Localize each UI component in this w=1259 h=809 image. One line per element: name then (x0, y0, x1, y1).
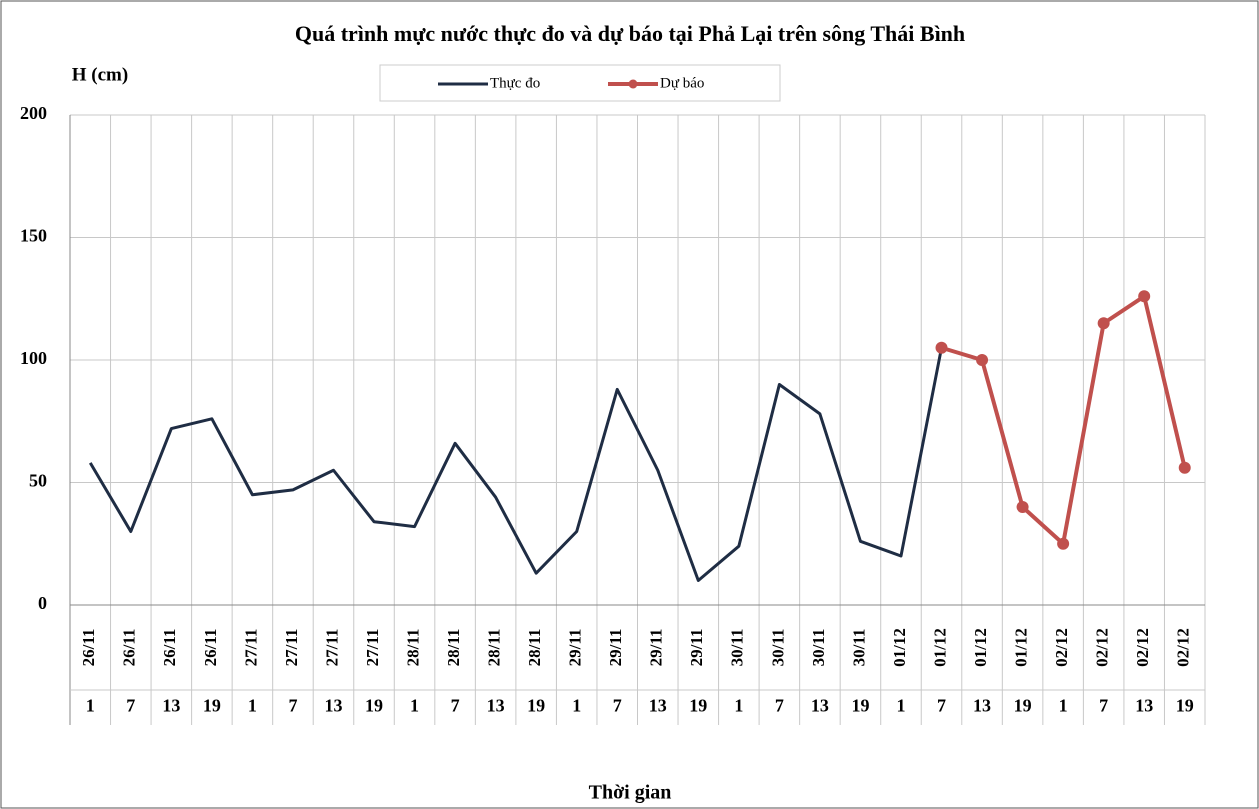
x-tick-label: 28/11 (403, 629, 422, 667)
x-tick-hour: 7 (288, 696, 297, 716)
x-tick-hour: 1 (86, 696, 95, 716)
x-tick-hour: 19 (203, 696, 221, 716)
x-tick-label: 28/11 (525, 629, 544, 667)
point (1097, 317, 1110, 330)
x-tick-label: 02/12 (1093, 628, 1112, 667)
x-tick-label: 29/11 (606, 629, 625, 667)
x-tick-label: 29/11 (647, 629, 666, 667)
x-tick-label: 30/11 (768, 629, 787, 667)
x-tick-hour: 1 (896, 696, 905, 716)
x-tick-label: 01/12 (890, 628, 909, 667)
point (1138, 290, 1151, 303)
x-tick-hour: 1 (410, 696, 419, 716)
x-tick-label: 26/11 (79, 629, 98, 667)
x-tick-label: 01/12 (971, 628, 990, 667)
x-tick-label: 27/11 (282, 629, 301, 667)
x-tick-hour: 13 (973, 696, 991, 716)
y-tick-label: 100 (20, 348, 47, 368)
series-line (88, 347, 943, 582)
x-tick-hour: 7 (451, 696, 460, 716)
x-tick-hour: 13 (649, 696, 667, 716)
legend-marker (628, 79, 638, 89)
point (1016, 501, 1029, 513)
x-tick-hour: 19 (851, 696, 869, 716)
x-tick-hour: 19 (527, 696, 545, 716)
x-tick-hour: 13 (1135, 696, 1153, 716)
x-tick-label: 27/11 (241, 629, 260, 667)
y-tick-label: 150 (20, 226, 47, 246)
x-tick-label: 30/11 (809, 629, 828, 667)
legend-label: Dự báo (660, 75, 704, 91)
x-tick-label: 01/12 (930, 628, 949, 667)
x-tick-label: 27/11 (363, 629, 382, 667)
x-tick-label: 02/12 (1052, 628, 1071, 667)
x-tick-label: 29/11 (687, 629, 706, 667)
legend-label: Thực đo (490, 75, 540, 91)
x-tick-hour: 7 (775, 696, 784, 716)
x-tick-hour: 13 (811, 696, 829, 716)
y-tick-label: 200 (20, 103, 47, 123)
y-tick-label: 50 (29, 471, 47, 491)
x-tick-hour: 7 (126, 696, 135, 716)
x-tick-label: 27/11 (322, 629, 341, 667)
x-tick-hour: 1 (248, 696, 257, 716)
x-tick-hour: 13 (324, 696, 342, 716)
x-tick-label: 28/11 (485, 629, 504, 667)
x-tick-hour: 19 (1176, 696, 1194, 716)
x-tick-hour: 1 (572, 696, 581, 716)
x-tick-label: 02/12 (1133, 628, 1152, 667)
x-tick-hour: 19 (1014, 696, 1032, 716)
point (1057, 537, 1070, 550)
x-tick-label: 26/11 (160, 629, 179, 667)
x-tick-label: 30/11 (728, 629, 747, 667)
y-axis-label: H (cm) (72, 64, 128, 85)
chart-title: Quá trình mực nước thực đo và dự báo tại… (295, 21, 965, 46)
x-tick-hour: 19 (689, 696, 707, 716)
x-tick-hour: 19 (365, 696, 383, 716)
x-axis-label: Thời gian (589, 782, 672, 804)
x-tick-label: 02/12 (1174, 628, 1193, 667)
x-tick-hour: 7 (613, 696, 622, 716)
point (935, 341, 948, 354)
x-tick-label: 01/12 (1011, 628, 1030, 667)
x-tick-hour: 1 (1059, 696, 1068, 716)
x-tick-hour: 7 (937, 696, 946, 716)
point (1178, 461, 1191, 474)
x-tick-hour: 7 (1099, 696, 1108, 716)
point (976, 354, 989, 366)
x-tick-label: 29/11 (566, 629, 585, 667)
x-tick-label: 26/11 (201, 629, 220, 667)
x-tick-label: 28/11 (444, 629, 463, 667)
y-tick-label: 0 (38, 593, 47, 613)
x-tick-hour: 1 (734, 696, 743, 716)
x-tick-label: 26/11 (120, 629, 139, 667)
x-tick-hour: 13 (487, 696, 505, 716)
x-tick-label: 30/11 (849, 629, 868, 667)
x-tick-hour: 13 (162, 696, 180, 716)
